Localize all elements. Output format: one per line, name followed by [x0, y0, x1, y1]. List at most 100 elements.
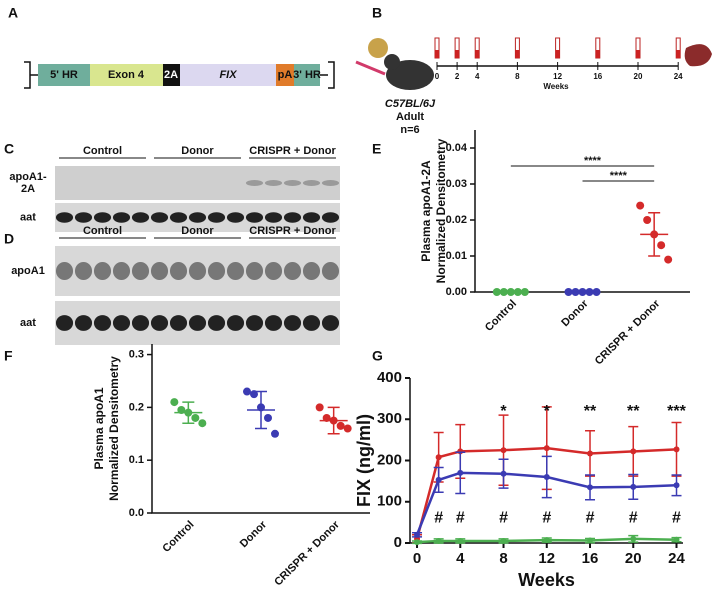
y-tick-label: 0.03: [446, 178, 467, 190]
band: [264, 315, 283, 331]
panel-label: G: [372, 348, 383, 364]
timeline-number: 12: [553, 72, 562, 81]
x-tick-label: 8: [499, 550, 507, 567]
band: [93, 315, 112, 331]
segment-label: 2A: [164, 69, 178, 81]
band: [55, 262, 74, 280]
group-label: CRISPR + Donor: [249, 145, 336, 157]
band: [226, 212, 245, 223]
row-label: aat: [20, 317, 36, 329]
band: [131, 262, 150, 280]
y-axis-label: Normalized Densitometry: [107, 356, 121, 501]
y-axis-label: Plasma apoA1: [92, 387, 106, 469]
panel-label: E: [372, 141, 381, 157]
y-axis-label: FIX (ng/ml): [354, 414, 374, 507]
band: [74, 315, 93, 331]
y-tick-label: 0.02: [446, 214, 467, 226]
band: [321, 262, 340, 280]
band: [207, 212, 226, 223]
group-label: Donor: [181, 225, 214, 237]
sample-blood: [455, 50, 460, 58]
data-point: [587, 484, 594, 491]
data-point: [630, 483, 637, 490]
hash-label: #: [672, 509, 681, 526]
data-point: [457, 469, 464, 476]
sample-blood: [595, 50, 600, 58]
group-label: Control: [83, 145, 122, 157]
hash-label: #: [586, 509, 595, 526]
band: [245, 180, 264, 186]
hash-label: #: [499, 509, 508, 526]
band: [169, 315, 188, 331]
schedule: C57BL/6J Adult n=6 Weeks: [355, 38, 712, 136]
y-tick-label: 0: [394, 534, 402, 551]
liver-icon: [684, 44, 712, 67]
arm-ends: [24, 61, 335, 89]
panel-label: A: [8, 5, 18, 21]
data-point: [543, 474, 550, 480]
significance-label: **: [584, 403, 597, 420]
data-point: [336, 421, 345, 430]
data-point: [343, 424, 352, 433]
hash-label: #: [542, 509, 551, 526]
timeline-number: 20: [634, 72, 643, 81]
series-line: [416, 537, 677, 544]
timeline-number: 24: [674, 72, 683, 81]
row-label: apoA1: [11, 265, 45, 277]
data-point: [414, 539, 421, 546]
x-tick-label: Donor: [559, 297, 591, 329]
y-tick-label: 0.2: [129, 401, 144, 413]
y-tick-label: 0.1: [129, 454, 144, 466]
y-tick-label: 0.01: [446, 250, 467, 262]
band: [302, 180, 321, 186]
band: [321, 212, 340, 223]
row-label: aat: [20, 211, 36, 223]
panel-label: B: [372, 5, 382, 21]
y-tick-label: 200: [377, 451, 402, 468]
diet-icon: [368, 38, 388, 58]
x-tick-label: 0: [413, 550, 421, 567]
band: [169, 212, 188, 223]
data-point: [543, 445, 550, 452]
y-tick-label: 100: [377, 493, 402, 510]
x-tick-label: 12: [538, 550, 555, 567]
band: [188, 262, 207, 280]
band: [188, 315, 207, 331]
x-tick-label: 4: [456, 550, 465, 567]
data-point: [191, 413, 200, 422]
band: [264, 262, 283, 280]
segment: [276, 64, 294, 86]
timeline-label: Weeks: [543, 82, 569, 91]
timeline-number: 2: [455, 72, 460, 81]
significance-label: *: [544, 403, 551, 420]
sd-bar: [182, 401, 195, 424]
x-tick-label: 24: [668, 550, 685, 567]
band: [131, 212, 150, 223]
segment: [38, 64, 90, 86]
sd-bar: [255, 390, 267, 430]
data-point: [243, 387, 251, 396]
data-point: [587, 450, 594, 457]
mouse-head: [384, 54, 400, 70]
hash-label: #: [456, 509, 465, 526]
data-point: [673, 536, 680, 543]
segment: [90, 64, 163, 86]
band: [226, 262, 245, 280]
data-point: [264, 413, 272, 422]
sample-blood: [515, 50, 520, 58]
x-tick-label: 20: [625, 550, 642, 567]
band: [207, 315, 226, 331]
band: [112, 212, 131, 223]
mouse-icon: [386, 60, 434, 90]
age: Adult: [396, 111, 424, 123]
y-tick-label: 0.00: [446, 286, 467, 298]
y-tick-label: 0.0: [129, 507, 144, 519]
band: [283, 212, 302, 223]
band: [245, 262, 264, 280]
band: [283, 315, 302, 331]
sample-blood: [475, 50, 480, 58]
band: [93, 212, 112, 223]
band: [226, 315, 245, 331]
data-point: [198, 419, 207, 428]
segment: [163, 64, 180, 86]
